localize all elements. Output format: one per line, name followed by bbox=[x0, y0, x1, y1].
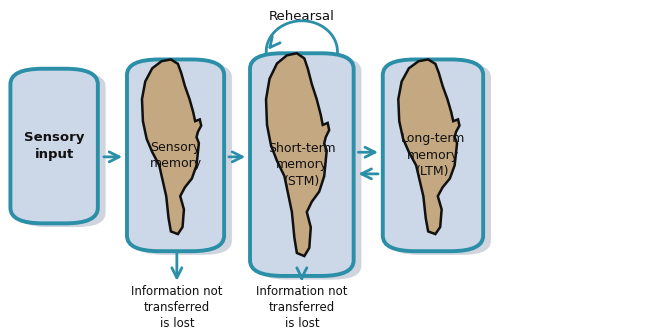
Text: Information not
transferred
is lost: Information not transferred is lost bbox=[256, 285, 348, 330]
FancyBboxPatch shape bbox=[135, 63, 232, 255]
FancyBboxPatch shape bbox=[391, 63, 491, 255]
Polygon shape bbox=[142, 59, 201, 234]
FancyBboxPatch shape bbox=[383, 59, 483, 251]
Polygon shape bbox=[266, 53, 329, 256]
Text: Rehearsal: Rehearsal bbox=[269, 10, 335, 23]
Text: Sensory
memory: Sensory memory bbox=[149, 141, 202, 170]
FancyBboxPatch shape bbox=[10, 69, 98, 223]
Text: Long-term
memory
(LTM): Long-term memory (LTM) bbox=[401, 132, 465, 178]
Text: Information not
transferred
is lost: Information not transferred is lost bbox=[131, 285, 223, 330]
FancyBboxPatch shape bbox=[250, 53, 354, 276]
FancyBboxPatch shape bbox=[127, 59, 224, 251]
FancyBboxPatch shape bbox=[18, 72, 106, 227]
Polygon shape bbox=[398, 59, 459, 234]
Text: Short-term
memory
(STM): Short-term memory (STM) bbox=[268, 142, 336, 188]
Text: Sensory
input: Sensory input bbox=[24, 131, 84, 161]
FancyBboxPatch shape bbox=[258, 57, 361, 280]
